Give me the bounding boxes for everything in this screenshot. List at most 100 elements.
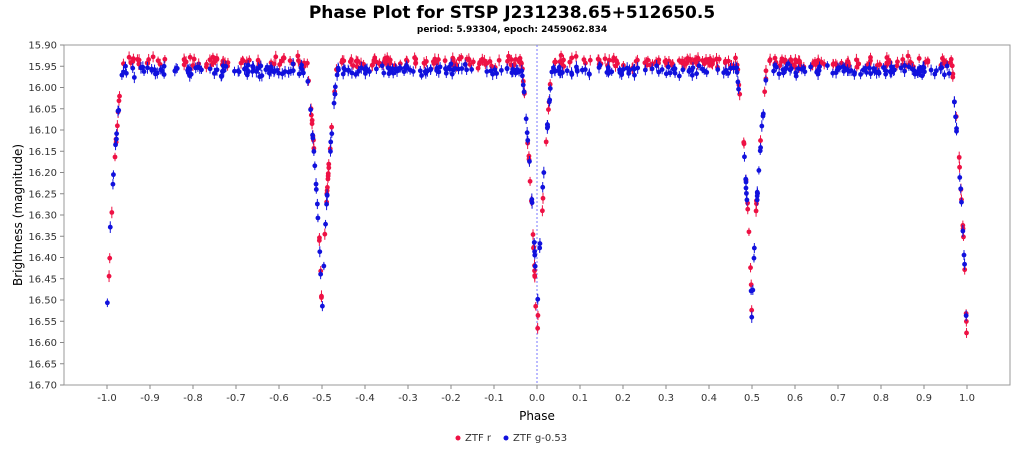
data-point xyxy=(446,64,452,70)
data-point xyxy=(963,313,969,319)
data-point xyxy=(854,57,859,63)
data-point xyxy=(117,93,122,99)
data-point xyxy=(305,78,311,84)
data-point xyxy=(332,84,338,90)
data-point xyxy=(381,70,387,76)
data-point xyxy=(287,58,293,64)
data-point xyxy=(527,158,532,164)
data-point xyxy=(434,68,440,73)
data-point xyxy=(756,168,762,173)
data-point xyxy=(437,64,443,70)
data-point xyxy=(632,66,637,72)
data-point xyxy=(676,73,682,79)
data-point xyxy=(567,59,573,65)
data-point xyxy=(541,170,547,175)
data-point xyxy=(479,56,485,62)
data-point xyxy=(642,60,648,66)
data-point xyxy=(326,165,332,171)
data-point xyxy=(106,273,112,279)
data-point xyxy=(780,67,786,73)
data-point xyxy=(362,67,368,73)
y-tick-label: 16.35 xyxy=(28,232,57,243)
data-point xyxy=(131,75,137,80)
data-point xyxy=(350,63,356,68)
data-point xyxy=(731,65,736,71)
data-point xyxy=(874,62,880,68)
data-point xyxy=(523,116,529,122)
data-point xyxy=(680,67,686,73)
data-point xyxy=(856,61,862,67)
y-tick-label: 16.15 xyxy=(28,147,57,158)
data-point xyxy=(249,69,255,74)
data-point xyxy=(349,70,355,76)
data-point xyxy=(193,65,199,71)
y-tick-label: 16.60 xyxy=(28,338,57,349)
data-point xyxy=(314,201,320,207)
data-point xyxy=(956,154,962,160)
data-point xyxy=(443,70,449,76)
data-point xyxy=(496,57,502,63)
data-point xyxy=(624,65,630,71)
data-point xyxy=(339,59,345,65)
data-point xyxy=(367,69,372,74)
data-point xyxy=(695,57,701,63)
data-point xyxy=(531,239,537,245)
data-point xyxy=(138,65,144,70)
data-point xyxy=(606,57,612,63)
data-point xyxy=(154,70,160,76)
data-point xyxy=(741,139,747,145)
data-point xyxy=(515,67,521,73)
data-point xyxy=(900,57,906,62)
data-point xyxy=(345,68,351,73)
data-point xyxy=(830,62,836,67)
data-point xyxy=(535,296,541,302)
y-tick-label: 15.95 xyxy=(28,62,57,73)
data-point xyxy=(238,60,244,66)
x-tick-label: 0.2 xyxy=(615,393,631,404)
data-point xyxy=(172,68,178,74)
data-point xyxy=(413,56,419,62)
data-point xyxy=(197,65,203,71)
data-point xyxy=(953,114,958,120)
x-tick-label: -0.8 xyxy=(183,393,203,404)
data-point xyxy=(322,231,328,237)
data-point xyxy=(456,56,462,62)
data-point xyxy=(126,54,132,60)
x-tick-label: 0.8 xyxy=(873,393,889,404)
data-point xyxy=(145,65,150,71)
data-point xyxy=(277,62,283,67)
data-point xyxy=(504,65,510,71)
data-point xyxy=(902,63,908,68)
data-point xyxy=(745,206,751,212)
data-point xyxy=(211,60,216,66)
data-point xyxy=(685,57,691,63)
x-tick-label: 0.1 xyxy=(572,393,588,404)
data-point xyxy=(696,63,702,69)
data-point xyxy=(313,187,319,192)
data-point xyxy=(484,69,490,74)
data-point xyxy=(564,68,570,74)
data-point xyxy=(689,72,695,78)
data-point xyxy=(421,60,427,66)
data-point xyxy=(858,71,863,77)
data-point xyxy=(113,142,118,148)
y-tick-label: 16.50 xyxy=(28,296,57,307)
data-point xyxy=(582,67,588,72)
data-point xyxy=(385,65,391,71)
data-point xyxy=(539,208,545,214)
data-point xyxy=(734,69,740,75)
x-tick-label: -0.5 xyxy=(312,393,332,404)
data-point xyxy=(753,208,759,214)
y-tick-label: 16.00 xyxy=(28,83,57,94)
data-point xyxy=(762,89,768,95)
data-point xyxy=(880,65,886,70)
data-point xyxy=(505,58,510,64)
data-point xyxy=(763,68,769,74)
data-point xyxy=(492,67,498,73)
data-point xyxy=(506,53,511,59)
data-point xyxy=(109,210,115,215)
data-point xyxy=(846,60,851,66)
data-point xyxy=(353,72,359,77)
data-point xyxy=(535,325,541,331)
data-point xyxy=(547,97,553,103)
